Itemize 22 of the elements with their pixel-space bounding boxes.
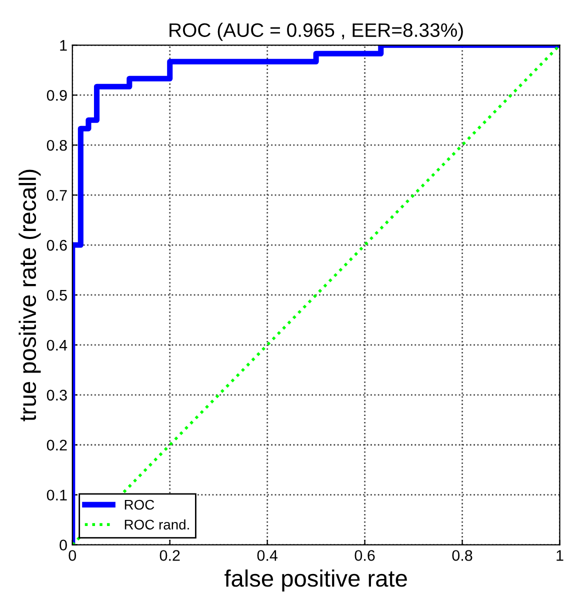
x-tick-label: 0.2 — [160, 550, 180, 561]
y-tick-label: 0.1 — [46, 490, 67, 501]
y-tick-label: 0.3 — [46, 390, 67, 401]
y-axis-title: true positive rate (recall) — [18, 170, 41, 422]
y-tick-label: 0.5 — [46, 290, 67, 301]
legend-label: ROC rand. — [124, 519, 189, 530]
x-tick-label: 0.8 — [452, 550, 472, 561]
y-tick-label: 0.8 — [46, 140, 67, 151]
x-tick-label: 1 — [556, 550, 564, 561]
y-tick-label: 1 — [60, 40, 67, 51]
y-tick-label: 0.4 — [46, 340, 68, 351]
legend-label: ROC — [124, 500, 154, 510]
y-tick-label: 0 — [60, 540, 67, 550]
y-tick-label: 0.7 — [46, 190, 67, 201]
y-tick-label: 0.9 — [46, 90, 67, 101]
x-tick-label: 0.6 — [354, 550, 375, 561]
x-tick-label: 0.4 — [257, 550, 278, 561]
chart-title: ROC (AUC = 0.965 , EER=8.33%) — [170, 22, 463, 41]
x-axis-title: false positive rate — [224, 569, 407, 592]
y-tick-label: 0.6 — [46, 240, 67, 251]
x-tick-label: 0 — [68, 550, 76, 561]
y-tick-label: 0.2 — [46, 440, 67, 451]
